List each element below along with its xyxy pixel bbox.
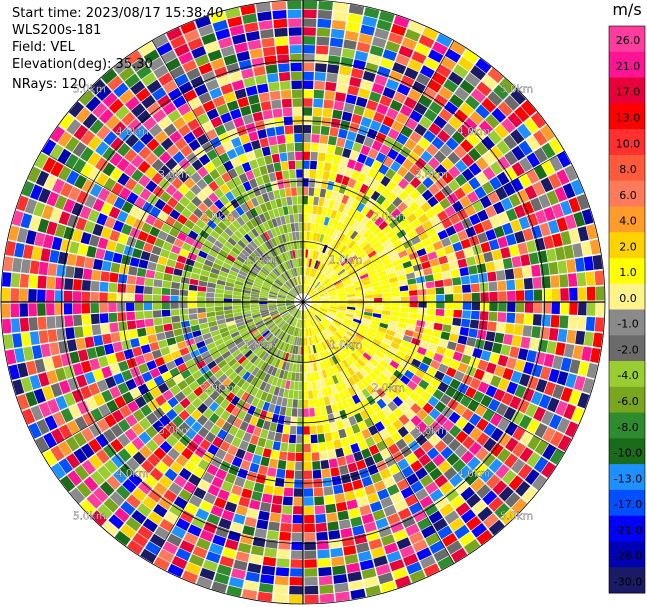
ring-label: 4.0km bbox=[457, 468, 490, 480]
ring-label: 2.0km bbox=[201, 212, 234, 224]
colorbar-tick-label: 6.0 bbox=[619, 189, 637, 202]
colorbar-tick-label: -2.0 bbox=[617, 343, 638, 356]
azimuth-lines bbox=[1, 0, 605, 604]
colorbar-segment bbox=[609, 232, 645, 259]
colorbar-tick-label: 21.0 bbox=[616, 60, 641, 73]
colorbar-segment bbox=[609, 283, 645, 310]
colorbar-segment bbox=[609, 129, 645, 156]
colorbar-segment bbox=[609, 464, 645, 491]
colorbar-segment bbox=[609, 51, 645, 79]
colorbar-segment bbox=[609, 335, 645, 362]
ring-label: 4.0km bbox=[457, 126, 490, 138]
colorbar-segment bbox=[609, 258, 645, 285]
colorbar-segment bbox=[609, 26, 645, 53]
ring-label: 5.0km bbox=[73, 84, 106, 96]
ring-label: 2.0km bbox=[372, 382, 405, 394]
ring-label: 4.0km bbox=[116, 126, 149, 138]
ring-label: 4.0km bbox=[116, 468, 149, 480]
ring-label: 5.0km bbox=[500, 511, 533, 523]
ring-label: 2.0km bbox=[372, 212, 405, 224]
colorbar-tick-label: -8.0 bbox=[617, 421, 638, 434]
colorbar-segment bbox=[609, 386, 645, 414]
colorbar-segment bbox=[609, 309, 645, 336]
colorbar-tick-label: 10.0 bbox=[616, 137, 641, 150]
azimuth-line bbox=[41, 150, 565, 454]
ring-label: 3.0km bbox=[415, 169, 448, 181]
ring-label: 5.0km bbox=[500, 84, 533, 96]
colorbar-tick-label: -4.0 bbox=[617, 369, 638, 382]
ring-labels: 1.0km 1.0km 1.0km 1.0km 2.0km 2.0km 2.0km 2.0km… bbox=[73, 83, 533, 523]
colorbar-segment bbox=[609, 567, 645, 594]
nrays: NRays: 120 bbox=[12, 77, 87, 92]
ring-label: 1.0km bbox=[244, 254, 277, 266]
colorbar-tick-label: 1.0 bbox=[619, 266, 637, 279]
colorbar-tick-label: -21.0 bbox=[614, 524, 642, 537]
colorbar-tick-label: -13.0 bbox=[614, 472, 642, 485]
colorbar-tick-label: 17.0 bbox=[616, 86, 641, 99]
colorbar-tick-label: -10.0 bbox=[614, 447, 642, 460]
colorbar-tick-label: 4.0 bbox=[619, 215, 637, 228]
colorbar-tick-label: 0.0 bbox=[619, 292, 637, 305]
colorbar-segment bbox=[609, 489, 645, 517]
colorbar-segment bbox=[609, 103, 645, 130]
colorbar-segment bbox=[609, 438, 645, 465]
scan-info: Start time: 2023/08/17 15:38:40 WLS200s-… bbox=[12, 5, 242, 93]
colorbar-unit: m/s bbox=[612, 0, 642, 19]
colorbar-tick-label: 2.0 bbox=[619, 240, 637, 253]
colorbar-segment bbox=[609, 412, 645, 439]
ring-label: 3.0km bbox=[158, 169, 191, 181]
colorbar-segment bbox=[609, 206, 645, 233]
colorbar-tick-label: -26.0 bbox=[614, 550, 642, 563]
colorbar-tick-label: -6.0 bbox=[617, 395, 638, 408]
colorbar-tick-label: 8.0 bbox=[619, 163, 637, 176]
colorbar-segment bbox=[609, 541, 645, 568]
colorbar-tick-label: 13.0 bbox=[616, 112, 641, 125]
start-time: Start time: 2023/08/17 15:38:40 bbox=[12, 6, 224, 21]
elevation: Elevation(deg): 35.30 bbox=[12, 57, 153, 72]
ring-label: 1.0km bbox=[329, 340, 362, 352]
ring-label: 1.0km bbox=[329, 254, 362, 266]
colorbar-segment bbox=[609, 180, 645, 207]
ring-label: 5.0km bbox=[73, 511, 106, 523]
colorbar: 26.0 21.0 17.0 13.0 10.0 8.0 6.0 4.0 2.0 1.0 0.0 -1… bbox=[608, 25, 646, 594]
colorbar-frame bbox=[608, 25, 646, 594]
ring-label: 3.0km bbox=[415, 425, 448, 437]
ring-label: 3.0km bbox=[158, 425, 191, 437]
site-name: WLS200s-181 bbox=[12, 23, 102, 38]
colorbar-tick-label: -1.0 bbox=[617, 318, 638, 331]
colorbar-segment bbox=[609, 77, 645, 104]
ring-label: 1.0km bbox=[244, 340, 277, 352]
colorbar-segment bbox=[609, 361, 645, 388]
field-name: Field: VEL bbox=[12, 40, 75, 55]
colorbar-tick-label: -17.0 bbox=[614, 498, 642, 511]
colorbar-segment bbox=[609, 515, 645, 542]
ring-label: 2.0km bbox=[201, 382, 234, 394]
colorbar-segment bbox=[609, 154, 645, 182]
radial-gates bbox=[1, 0, 605, 604]
colorbar-tick-label: -30.0 bbox=[614, 575, 642, 588]
colorbar-tick-label: 26.0 bbox=[616, 34, 641, 47]
